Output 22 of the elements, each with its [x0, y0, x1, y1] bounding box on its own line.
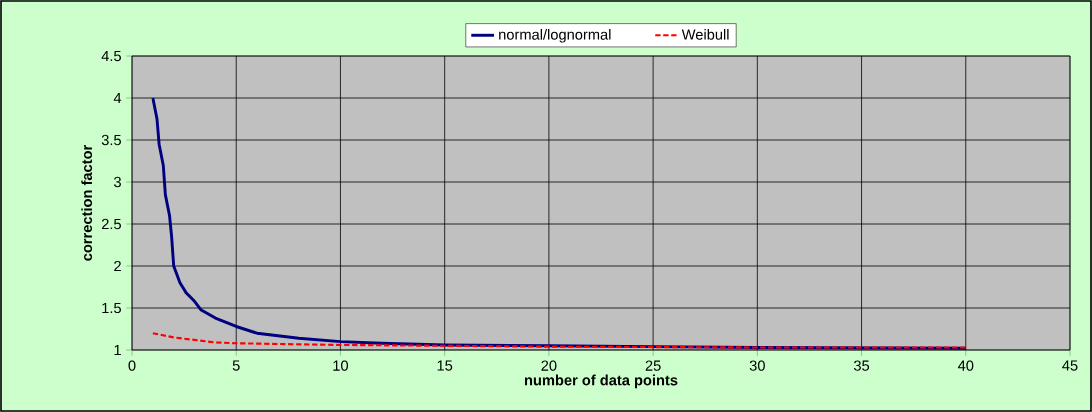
legend-label: Weibull: [681, 28, 729, 40]
legend-label: normal/lognormal: [499, 28, 611, 43]
x-tick-label: 30: [749, 360, 765, 371]
y-tick-label: 3: [114, 176, 121, 188]
x-tick-label: 10: [333, 360, 349, 371]
x-tick-label: 20: [541, 360, 557, 371]
x-tick-label: 35: [853, 360, 870, 371]
y-tick-label: 3.5: [101, 134, 121, 146]
y-tick-label: 1: [114, 344, 121, 356]
x-tick-label: 40: [957, 360, 974, 371]
y-tick-label: 1.5: [102, 302, 121, 314]
x-tick-label: 45: [1062, 360, 1078, 371]
y-tick-label: 4: [113, 92, 122, 104]
y-tick-label: 2: [114, 260, 121, 272]
y-axis-title: correction factor: [81, 144, 93, 261]
x-tick-label: 15: [437, 360, 453, 371]
x-tick-label: 25: [645, 360, 661, 371]
x-tick-label: 0: [128, 360, 136, 371]
y-tick-label: 4.5: [101, 50, 121, 62]
x-tick-label: 5: [232, 360, 240, 371]
y-tick-label: 2.5: [101, 218, 121, 230]
x-axis-title: number of data points: [524, 374, 678, 389]
